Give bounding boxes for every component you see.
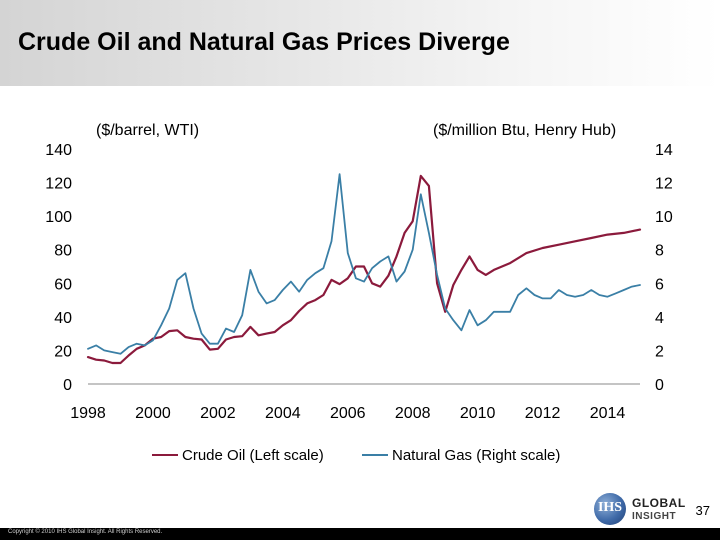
left-tick-label: 120: [45, 176, 72, 193]
logo-mark: IHS: [597, 500, 623, 515]
footer-bar: Copyright © 2010 IHS Global Insight. All…: [0, 528, 720, 540]
left-tick-label: 60: [54, 276, 72, 293]
right-tick-label: 0: [655, 377, 664, 394]
natural-gas-series-line: [87, 173, 641, 355]
right-tick-label: 6: [655, 276, 664, 293]
logo-globe-icon: [594, 493, 626, 525]
left-axis-ticks: 0 20 40 60 80 100 120 140: [45, 142, 72, 394]
right-tick-label: 2: [655, 343, 664, 360]
page-number: 37: [695, 503, 710, 518]
logo-line2: INSIGHT: [632, 511, 677, 522]
x-tick-label: 2000: [135, 405, 171, 422]
crude-oil-series-line: [86, 174, 642, 365]
ihs-global-insight-logo: IHS GLOBAL INSIGHT: [594, 493, 690, 527]
series-group: [86, 173, 642, 365]
x-tick-label: 2012: [525, 405, 561, 422]
x-tick-label: 2010: [460, 405, 496, 422]
right-axis-label: ($/million Btu, Henry Hub): [433, 122, 616, 139]
right-tick-label: 4: [655, 310, 664, 327]
right-tick-label: 12: [655, 176, 673, 193]
logo-line1: GLOBAL: [632, 496, 686, 510]
x-tick-label: 2004: [265, 405, 301, 422]
price-chart: ($/barrel, WTI) ($/million Btu, Henry Hu…: [45, 122, 673, 464]
left-tick-label: 40: [54, 310, 72, 327]
right-tick-label: 8: [655, 243, 664, 260]
x-tick-label: 2008: [395, 405, 431, 422]
legend-label-crude-oil: Crude Oil (Left scale): [182, 447, 324, 464]
right-tick-label: 14: [655, 142, 673, 159]
x-tick-label: 2002: [200, 405, 236, 422]
left-axis-label: ($/barrel, WTI): [96, 122, 199, 139]
copyright: Copyright © 2010 IHS Global Insight. All…: [8, 529, 163, 535]
slide-title: Crude Oil and Natural Gas Prices Diverge: [18, 28, 510, 56]
legend: Crude Oil (Left scale) Natural Gas (Righ…: [152, 447, 560, 464]
legend-label-natural-gas: Natural Gas (Right scale): [392, 447, 560, 464]
title-band: [0, 0, 720, 86]
x-axis-ticks: 1998 2000 2002 2004 2006 2008 2010 2012 2014: [70, 405, 625, 422]
left-tick-label: 0: [63, 377, 72, 394]
right-axis-ticks: 0 2 4 6 8 10 12 14: [655, 142, 673, 394]
right-tick-label: 10: [655, 209, 673, 226]
x-tick-label: 1998: [70, 405, 106, 422]
left-tick-label: 80: [54, 243, 72, 260]
left-tick-label: 20: [54, 343, 72, 360]
x-tick-label: 2006: [330, 405, 366, 422]
left-tick-label: 100: [45, 209, 72, 226]
x-tick-label: 2014: [590, 405, 626, 422]
left-tick-label: 140: [45, 142, 72, 159]
